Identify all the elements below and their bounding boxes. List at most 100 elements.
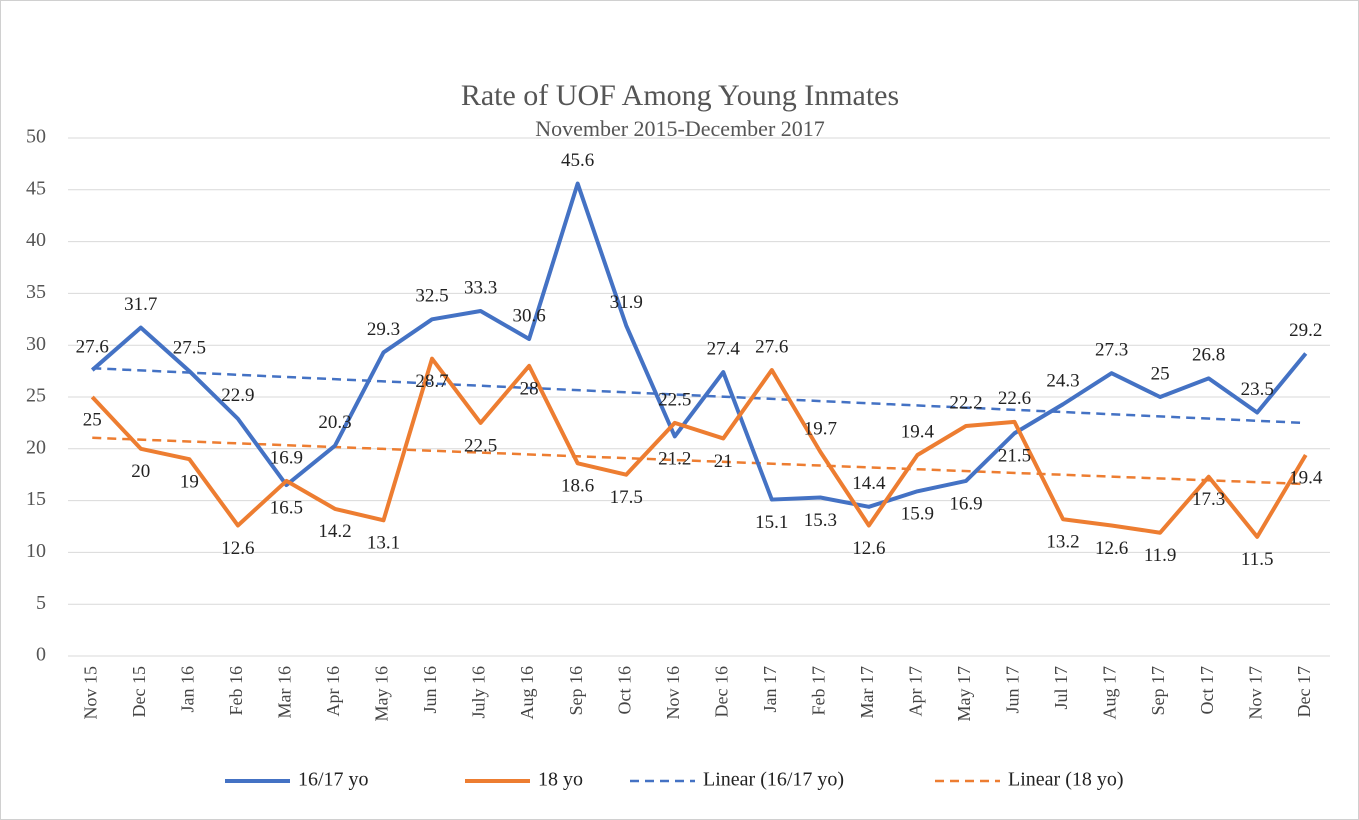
chart-title: Rate of UOF Among Young Inmates	[461, 79, 899, 112]
data-label: 25	[1151, 363, 1170, 384]
series-line	[90, 181, 1308, 509]
legend-label: Linear (18 yo)	[1008, 769, 1124, 791]
x-tick-label: Jul 17	[1051, 666, 1071, 710]
data-label: 12.6	[1095, 538, 1128, 559]
y-tick-label: 15	[26, 488, 46, 510]
x-tick-label: Dec 17	[1294, 666, 1314, 717]
data-label: 20.3	[318, 412, 351, 433]
data-label: 22.9	[221, 385, 254, 406]
data-label: 22.5	[464, 435, 497, 456]
data-label: 12.6	[221, 538, 254, 559]
data-label: 15.1	[755, 512, 788, 533]
data-label: 13.2	[1046, 532, 1079, 553]
legend-label: 18 yo	[538, 769, 583, 791]
data-label: 15.9	[901, 504, 934, 525]
x-tick-label: Feb 17	[808, 666, 828, 716]
data-label: 14.2	[318, 521, 351, 542]
data-label: 13.1	[367, 533, 400, 554]
data-label: 28	[520, 378, 539, 399]
data-label: 27.6	[755, 336, 788, 357]
data-label: 27.6	[76, 336, 109, 357]
x-tick-label: May 16	[372, 666, 392, 722]
data-label: 27.5	[173, 337, 206, 358]
y-tick-label: 35	[26, 281, 46, 303]
trendline	[92, 436, 1306, 486]
x-tick-label: July 16	[469, 666, 489, 719]
data-label: 31.7	[124, 294, 157, 315]
data-label: 27.3	[1095, 340, 1128, 361]
x-tick-label: Mar 16	[275, 666, 295, 719]
x-tick-label: Jun 17	[1003, 666, 1023, 714]
x-tick-label: Nov 15	[80, 666, 100, 720]
x-tick-label: Jan 17	[760, 666, 780, 713]
data-label: 19.4	[1289, 467, 1323, 488]
trendline	[92, 366, 1306, 425]
x-tick-label: Sep 16	[566, 666, 586, 716]
data-label: 18.6	[561, 476, 594, 497]
x-tick-label: Sep 17	[1148, 666, 1168, 716]
x-tick-label: Dec 16	[711, 666, 731, 717]
data-label: 23.5	[1241, 379, 1274, 400]
y-tick-label: 40	[26, 229, 46, 251]
y-tick-label: 0	[36, 644, 46, 666]
data-label: 33.3	[464, 277, 497, 298]
data-label: 16.9	[270, 447, 303, 468]
data-label: 17.3	[1192, 489, 1225, 510]
x-tick-label: Oct 17	[1197, 666, 1217, 715]
data-label: 32.5	[415, 286, 448, 307]
y-tick-label: 20	[26, 436, 46, 458]
data-label: 31.9	[610, 292, 643, 313]
y-tick-label: 30	[26, 333, 46, 355]
data-label: 16.9	[949, 493, 982, 514]
x-tick-label: Aug 17	[1100, 666, 1120, 720]
data-label: 11.9	[1144, 545, 1177, 566]
data-label: 22.6	[998, 388, 1031, 409]
series-line	[90, 356, 1308, 539]
data-label: 27.4	[707, 338, 741, 359]
data-label: 14.4	[852, 473, 886, 494]
legend-label: Linear (16/17 yo)	[703, 769, 844, 791]
x-tick-label: Apr 16	[323, 666, 343, 717]
data-label: 28.7	[415, 371, 448, 392]
x-tick-label: Oct 16	[614, 666, 634, 715]
y-tick-label: 5	[36, 592, 46, 614]
x-tick-label: Aug 16	[517, 666, 537, 720]
x-tick-label: Nov 16	[663, 666, 683, 720]
y-tick-label: 45	[26, 177, 46, 199]
legend-label: 16/17 yo	[298, 769, 369, 791]
data-label: 24.3	[1046, 371, 1079, 392]
y-tick-label: 10	[26, 540, 46, 562]
x-tick-label: Jun 16	[420, 666, 440, 714]
x-tick-label: Jan 16	[177, 666, 197, 713]
y-tick-label: 50	[26, 126, 46, 148]
data-label: 21	[714, 451, 733, 472]
x-tick-label: Mar 17	[857, 666, 877, 719]
y-tick-label: 25	[26, 385, 46, 407]
data-label: 12.6	[852, 538, 885, 559]
data-label: 19.4	[901, 421, 935, 442]
data-label: 19.7	[804, 418, 837, 439]
data-label: 29.3	[367, 319, 400, 340]
data-label: 30.6	[512, 305, 545, 326]
x-tick-label: Apr 17	[906, 666, 926, 717]
data-label: 20	[131, 461, 150, 482]
data-label: 11.5	[1241, 549, 1274, 570]
x-tick-label: Nov 17	[1245, 666, 1265, 720]
data-label: 22.2	[949, 392, 982, 413]
data-label: 15.3	[804, 510, 837, 531]
x-tick-label: May 17	[954, 666, 974, 722]
data-label: 16.5	[270, 497, 303, 518]
data-label: 25	[83, 409, 102, 430]
data-label: 29.2	[1289, 320, 1322, 341]
data-label: 19	[180, 472, 199, 493]
data-label: 22.5	[658, 389, 691, 410]
data-label: 26.8	[1192, 345, 1225, 366]
data-label: 21.5	[998, 446, 1031, 467]
x-tick-label: Dec 15	[129, 666, 149, 717]
chart-subtitle: November 2015-December 2017	[535, 116, 825, 141]
data-label: 45.6	[561, 150, 594, 171]
data-label: 17.5	[610, 487, 643, 508]
data-label: 21.2	[658, 449, 691, 470]
x-tick-label: Feb 16	[226, 666, 246, 716]
